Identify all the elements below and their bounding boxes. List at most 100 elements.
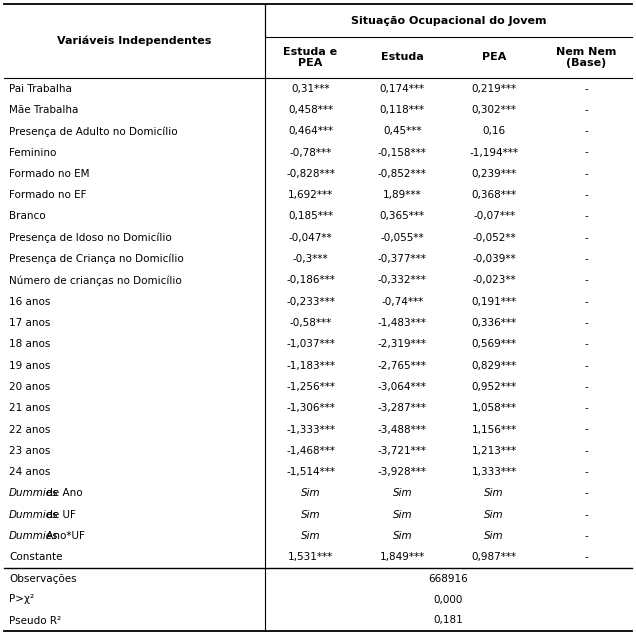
Text: Dummies: Dummies [9, 510, 59, 519]
Text: -0,023**: -0,023** [473, 276, 516, 285]
Text: -0,3***: -0,3*** [293, 254, 328, 264]
Text: -: - [584, 425, 588, 434]
Text: -: - [584, 446, 588, 456]
Text: Estuda: Estuda [381, 53, 424, 62]
Text: -: - [584, 467, 588, 477]
Text: -0,039**: -0,039** [473, 254, 516, 264]
Text: -1,333***: -1,333*** [286, 425, 335, 434]
Text: -: - [584, 147, 588, 157]
Text: -: - [584, 211, 588, 222]
Text: Situação Ocupacional do Jovem: Situação Ocupacional do Jovem [350, 15, 546, 25]
Text: -2,765***: -2,765*** [378, 361, 427, 371]
Text: 0,16: 0,16 [483, 126, 506, 137]
Text: Presença de Idoso no Domicílio: Presença de Idoso no Domicílio [9, 232, 172, 243]
Text: 17 anos: 17 anos [9, 318, 50, 328]
Text: Pseudo R²: Pseudo R² [9, 615, 61, 625]
Text: -3,287***: -3,287*** [378, 403, 427, 413]
Text: Dummies: Dummies [9, 488, 59, 498]
Text: -: - [584, 531, 588, 541]
Text: Mãe Trabalha: Mãe Trabalha [9, 105, 78, 115]
Text: 0,118***: 0,118*** [380, 105, 425, 115]
Text: -0,158***: -0,158*** [378, 147, 427, 157]
Text: -: - [584, 488, 588, 498]
Text: -0,332***: -0,332*** [378, 276, 427, 285]
Text: Sim: Sim [485, 488, 504, 498]
Text: -0,377***: -0,377*** [378, 254, 427, 264]
Text: 1,849***: 1,849*** [380, 552, 425, 563]
Text: Sim: Sim [392, 531, 412, 541]
Text: 0,219***: 0,219*** [472, 84, 517, 93]
Text: Observações: Observações [9, 573, 76, 584]
Text: 0,336***: 0,336*** [472, 318, 517, 328]
Text: 0,365***: 0,365*** [380, 211, 425, 222]
Text: -0,055**: -0,055** [380, 233, 424, 243]
Text: -: - [584, 105, 588, 115]
Text: Formado no EM: Formado no EM [9, 169, 90, 179]
Text: 23 anos: 23 anos [9, 446, 50, 456]
Text: -1,468***: -1,468*** [286, 446, 335, 456]
Text: 0,464***: 0,464*** [288, 126, 333, 137]
Text: -1,183***: -1,183*** [286, 361, 335, 371]
Text: 1,058***: 1,058*** [472, 403, 517, 413]
Text: -: - [584, 297, 588, 307]
Text: Sim: Sim [301, 488, 321, 498]
Text: 19 anos: 19 anos [9, 361, 50, 371]
Text: Sim: Sim [392, 510, 412, 519]
Text: -1,256***: -1,256*** [286, 382, 335, 392]
Text: Branco: Branco [9, 211, 46, 222]
Text: -0,186***: -0,186*** [286, 276, 335, 285]
Text: Presença de Adulto no Domicílio: Presença de Adulto no Domicílio [9, 126, 177, 137]
Text: 20 anos: 20 anos [9, 382, 50, 392]
Text: -1,483***: -1,483*** [378, 318, 427, 328]
Text: -3,928***: -3,928*** [378, 467, 427, 477]
Text: 18 anos: 18 anos [9, 339, 50, 349]
Text: -: - [584, 382, 588, 392]
Text: 0,174***: 0,174*** [380, 84, 425, 93]
Text: -: - [584, 84, 588, 93]
Text: Número de crianças no Domicílio: Número de crianças no Domicílio [9, 275, 182, 286]
Text: 1,89***: 1,89*** [383, 190, 422, 200]
Text: -0,58***: -0,58*** [289, 318, 331, 328]
Text: 0,952***: 0,952*** [472, 382, 517, 392]
Text: de UF: de UF [43, 510, 76, 519]
Text: -: - [584, 190, 588, 200]
Text: Nem Nem
(Base): Nem Nem (Base) [556, 47, 616, 69]
Text: -: - [584, 510, 588, 519]
Text: PEA: PEA [482, 53, 506, 62]
Text: -: - [584, 276, 588, 285]
Text: 0,185***: 0,185*** [288, 211, 333, 222]
Text: Pai Trabalha: Pai Trabalha [9, 84, 72, 93]
Text: 0,302***: 0,302*** [472, 105, 516, 115]
Text: 22 anos: 22 anos [9, 425, 50, 434]
Text: 0,31***: 0,31*** [291, 84, 330, 93]
Text: de Ano: de Ano [43, 488, 83, 498]
Text: -1,037***: -1,037*** [286, 339, 335, 349]
Text: Estuda e
PEA: Estuda e PEA [284, 47, 338, 69]
Text: 16 anos: 16 anos [9, 297, 50, 307]
Text: 0,829***: 0,829*** [472, 361, 517, 371]
Text: 0,569***: 0,569*** [472, 339, 517, 349]
Text: -: - [584, 126, 588, 137]
Text: 0,000: 0,000 [434, 594, 463, 605]
Text: -0,047**: -0,047** [289, 233, 333, 243]
Text: -: - [584, 169, 588, 179]
Text: 0,181: 0,181 [434, 615, 463, 625]
Text: 1,156***: 1,156*** [472, 425, 517, 434]
Text: -1,306***: -1,306*** [286, 403, 335, 413]
Text: 1,531***: 1,531*** [288, 552, 333, 563]
Text: 0,987***: 0,987*** [472, 552, 517, 563]
Text: 1,692***: 1,692*** [288, 190, 333, 200]
Text: -0,852***: -0,852*** [378, 169, 427, 179]
Text: 668916: 668916 [429, 573, 468, 584]
Text: 0,191***: 0,191*** [472, 297, 517, 307]
Text: 1,213***: 1,213*** [472, 446, 517, 456]
Text: Sim: Sim [485, 531, 504, 541]
Text: -: - [584, 361, 588, 371]
Text: -0,74***: -0,74*** [381, 297, 424, 307]
Text: -: - [584, 254, 588, 264]
Text: -1,194***: -1,194*** [470, 147, 519, 157]
Text: -: - [584, 233, 588, 243]
Text: -0,233***: -0,233*** [286, 297, 335, 307]
Text: -0,78***: -0,78*** [289, 147, 331, 157]
Text: Sim: Sim [301, 531, 321, 541]
